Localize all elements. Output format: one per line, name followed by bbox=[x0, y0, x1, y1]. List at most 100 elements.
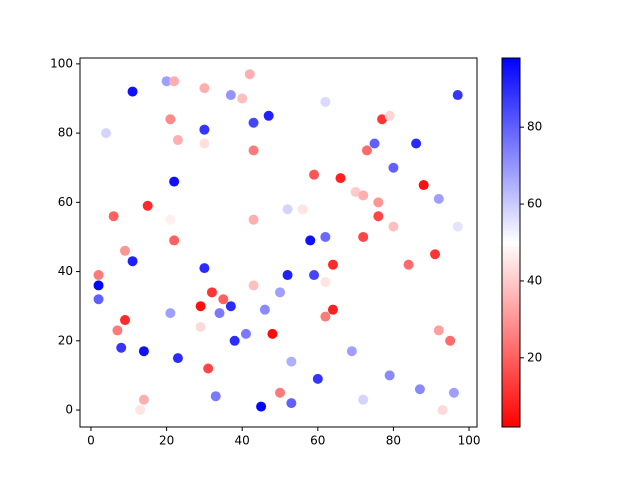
x-tick-label: 20 bbox=[159, 434, 174, 448]
colorbar-tick-label: 20 bbox=[527, 350, 542, 364]
point bbox=[452, 221, 463, 232]
axes-frame bbox=[79, 57, 478, 428]
point bbox=[142, 200, 153, 211]
point bbox=[161, 76, 172, 87]
point bbox=[225, 301, 236, 312]
point bbox=[93, 270, 104, 281]
y-tick-label: 0 bbox=[65, 403, 73, 417]
point bbox=[286, 356, 297, 367]
point bbox=[127, 256, 138, 267]
colorbar-tick-label: 60 bbox=[527, 197, 542, 211]
point bbox=[320, 311, 331, 322]
point bbox=[445, 335, 456, 346]
point bbox=[248, 117, 259, 128]
point bbox=[320, 231, 331, 242]
x-tick-label: 80 bbox=[386, 434, 401, 448]
point bbox=[384, 110, 395, 121]
colorbar bbox=[502, 58, 520, 427]
point bbox=[320, 96, 331, 107]
point bbox=[433, 325, 444, 336]
point bbox=[214, 308, 225, 319]
point bbox=[119, 245, 130, 256]
point bbox=[93, 294, 104, 305]
point bbox=[101, 128, 112, 139]
point bbox=[388, 162, 399, 173]
colorbar-frame bbox=[501, 57, 521, 428]
point bbox=[373, 197, 384, 208]
y-tick-label: 20 bbox=[58, 333, 73, 347]
point bbox=[414, 384, 425, 395]
point bbox=[172, 135, 183, 146]
point bbox=[309, 270, 320, 281]
point bbox=[248, 214, 259, 225]
point bbox=[320, 276, 331, 287]
point bbox=[309, 169, 320, 180]
point bbox=[135, 405, 146, 416]
point bbox=[377, 114, 388, 125]
point bbox=[108, 211, 119, 222]
point bbox=[350, 186, 361, 197]
point bbox=[361, 145, 372, 156]
point bbox=[267, 328, 278, 339]
point bbox=[244, 69, 255, 80]
point bbox=[206, 287, 217, 298]
point bbox=[369, 138, 380, 149]
point bbox=[358, 394, 369, 405]
point bbox=[437, 405, 448, 416]
y-tick-label: 100 bbox=[50, 56, 73, 70]
point bbox=[384, 370, 395, 381]
point bbox=[452, 90, 463, 101]
point bbox=[282, 270, 293, 281]
point bbox=[119, 315, 130, 326]
point bbox=[165, 214, 176, 225]
point bbox=[165, 308, 176, 319]
x-tick-label: 100 bbox=[458, 434, 481, 448]
point bbox=[286, 398, 297, 409]
point bbox=[93, 280, 104, 291]
point bbox=[229, 335, 240, 346]
point bbox=[225, 90, 236, 101]
point bbox=[199, 124, 210, 135]
point bbox=[256, 401, 267, 412]
x-tick-label: 40 bbox=[235, 434, 250, 448]
x-tick-label: 0 bbox=[87, 434, 95, 448]
point bbox=[297, 204, 308, 215]
point bbox=[411, 138, 422, 149]
point bbox=[169, 235, 180, 246]
point bbox=[112, 325, 123, 336]
point bbox=[195, 321, 206, 332]
y-tick-label: 40 bbox=[58, 264, 73, 278]
point bbox=[282, 204, 293, 215]
point bbox=[335, 173, 346, 184]
point bbox=[199, 263, 210, 274]
point bbox=[248, 280, 259, 291]
point bbox=[203, 363, 214, 374]
point bbox=[169, 176, 180, 187]
point bbox=[172, 353, 183, 364]
point bbox=[169, 76, 180, 87]
point bbox=[275, 387, 286, 398]
point bbox=[388, 221, 399, 232]
point bbox=[418, 180, 429, 191]
point bbox=[218, 294, 229, 305]
point bbox=[248, 145, 259, 156]
point bbox=[373, 211, 384, 222]
y-tick-label: 80 bbox=[58, 126, 73, 140]
point bbox=[199, 138, 210, 149]
point bbox=[346, 346, 357, 357]
point bbox=[275, 287, 286, 298]
point bbox=[358, 231, 369, 242]
point bbox=[165, 114, 176, 125]
point bbox=[138, 346, 149, 357]
point bbox=[138, 394, 149, 405]
point bbox=[127, 86, 138, 97]
point bbox=[430, 249, 441, 260]
point bbox=[240, 328, 251, 339]
colorbar-tick-label: 40 bbox=[527, 273, 542, 287]
point bbox=[433, 193, 444, 204]
point bbox=[403, 259, 414, 270]
point bbox=[448, 387, 459, 398]
point bbox=[237, 93, 248, 104]
point bbox=[116, 342, 127, 353]
